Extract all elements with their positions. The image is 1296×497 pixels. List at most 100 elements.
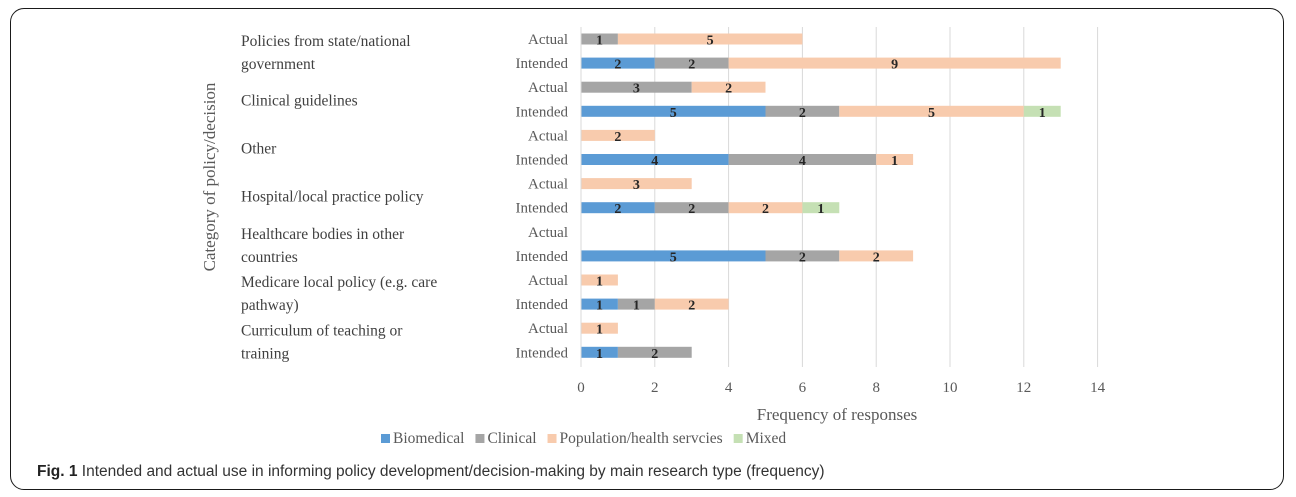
- bar-label-healthcare-bodies-in-other-countries-intended: Intended: [516, 249, 569, 265]
- data-label-curriculum-of-teaching-or-training-intended-clinical: 2: [651, 347, 658, 362]
- bar-medicare-local-policy-e-g-care-pathway-intended-population-health-servcies: [654, 298, 729, 310]
- legend-swatch-clinical: [475, 434, 485, 443]
- bar-medicare-local-policy-e-g-care-pathway-intended-biomedical: [581, 298, 618, 310]
- data-label-clinical-guidelines-intended-population-health-servcies: 5: [928, 106, 935, 121]
- x-tick-label-2: 2: [651, 380, 659, 396]
- data-label-policies-from-state-national-government-intended-biomedical: 2: [614, 58, 621, 73]
- legend-label-clinical: Clinical: [487, 430, 536, 447]
- data-label-other-intended-clinical: 4: [799, 154, 806, 169]
- bar-policies-from-state-national-government-intended-population-health-servcies: [728, 57, 1061, 69]
- bar-policies-from-state-national-government-intended-clinical: [654, 57, 729, 69]
- bar-other-intended-clinical: [728, 154, 877, 165]
- legend-swatch-mixed: [733, 434, 743, 443]
- legend-label-mixed: Mixed: [746, 430, 787, 447]
- y-axis-title: Category of policy/decision: [200, 82, 219, 271]
- figure-caption: Fig. 1 Intended and actual use in inform…: [37, 463, 824, 481]
- bar-clinical-guidelines-intended-biomedical: [581, 105, 766, 117]
- bar-clinical-guidelines-intended-mixed: [1023, 105, 1061, 117]
- x-tick-label-12: 12: [1016, 380, 1031, 396]
- data-label-other-actual-population-health-servcies: 2: [614, 130, 621, 145]
- bar-label-healthcare-bodies-in-other-countries-actual: Actual: [528, 225, 568, 241]
- data-label-medicare-local-policy-e-g-care-pathway-intended-population-health-servcies: 2: [688, 299, 695, 314]
- bar-label-clinical-guidelines-intended: Intended: [516, 104, 569, 120]
- legend-label-biomedical: Biomedical: [393, 430, 464, 447]
- category-label-medicare-local-policy-e-g-care-pathway-line-1: Medicare local policy (e.g. care: [241, 274, 437, 291]
- bar-label-policies-from-state-national-government-actual: Actual: [528, 32, 568, 48]
- bar-label-clinical-guidelines-actual: Actual: [528, 80, 568, 96]
- data-label-policies-from-state-national-government-intended-clinical: 2: [688, 58, 695, 73]
- bar-policies-from-state-national-government-actual-clinical: [581, 33, 618, 45]
- data-label-policies-from-state-national-government-actual-clinical: 1: [596, 34, 603, 49]
- bar-label-medicare-local-policy-e-g-care-pathway-actual: Actual: [528, 273, 568, 289]
- bar-other-actual-population-health-servcies: [581, 129, 655, 141]
- bar-clinical-guidelines-intended-population-health-servcies: [839, 105, 1024, 117]
- data-label-medicare-local-policy-e-g-care-pathway-actual-population-health-servcies: 1: [596, 275, 603, 290]
- data-label-hospital-local-practice-policy-intended-biomedical: 2: [614, 202, 621, 217]
- bar-healthcare-bodies-in-other-countries-intended-clinical: [765, 250, 840, 262]
- bar-healthcare-bodies-in-other-countries-intended-biomedical: [581, 250, 766, 262]
- category-label-curriculum-of-teaching-or-training-line-2: training: [241, 345, 289, 362]
- data-label-hospital-local-practice-policy-intended-population-health-servcies: 2: [762, 202, 769, 217]
- bar-medicare-local-policy-e-g-care-pathway-intended-clinical: [617, 298, 655, 310]
- data-label-clinical-guidelines-actual-population-health-servcies: 2: [725, 82, 732, 97]
- bar-hospital-local-practice-policy-intended-clinical: [654, 202, 729, 214]
- data-label-curriculum-of-teaching-or-training-intended-biomedical: 1: [596, 347, 603, 362]
- bar-hospital-local-practice-policy-actual-population-health-servcies: [581, 178, 692, 190]
- legend-swatch-biomedical: [381, 434, 390, 443]
- data-label-policies-from-state-national-government-actual-population-health-servcies: 5: [707, 34, 714, 49]
- data-label-policies-from-state-national-government-intended-population-health-servcies: 9: [891, 58, 898, 73]
- x-tick-label-0: 0: [577, 380, 585, 396]
- bar-curriculum-of-teaching-or-training-intended-clinical: [617, 346, 692, 358]
- data-label-hospital-local-practice-policy-actual-population-health-servcies: 3: [633, 178, 640, 193]
- data-label-clinical-guidelines-actual-clinical: 3: [633, 82, 640, 97]
- data-label-other-intended-population-health-servcies: 1: [891, 154, 898, 169]
- bar-other-intended-biomedical: [581, 154, 729, 165]
- bar-label-medicare-local-policy-e-g-care-pathway-intended: Intended: [516, 297, 569, 313]
- data-label-healthcare-bodies-in-other-countries-intended-biomedical: 5: [670, 250, 677, 265]
- bar-label-hospital-local-practice-policy-intended: Intended: [516, 201, 569, 217]
- bar-hospital-local-practice-policy-intended-population-health-servcies: [728, 202, 803, 214]
- bar-label-curriculum-of-teaching-or-training-intended: Intended: [516, 345, 569, 361]
- data-label-clinical-guidelines-intended-clinical: 2: [799, 106, 806, 121]
- data-label-clinical-guidelines-intended-mixed: 1: [1039, 106, 1046, 121]
- data-label-hospital-local-practice-policy-intended-mixed: 1: [817, 202, 824, 217]
- legend-label-population-health-servcies: Population/health servcies: [560, 430, 723, 447]
- x-tick-label-6: 6: [799, 380, 807, 396]
- bar-clinical-guidelines-intended-clinical: [765, 105, 840, 117]
- bar-healthcare-bodies-in-other-countries-intended-population-health-servcies: [839, 250, 914, 262]
- data-label-medicare-local-policy-e-g-care-pathway-intended-biomedical: 1: [596, 299, 603, 314]
- caption-text: Intended and actual use in informing pol…: [81, 463, 825, 480]
- category-label-healthcare-bodies-in-other-countries-line-1: Healthcare bodies in other: [241, 226, 405, 243]
- category-label-curriculum-of-teaching-or-training-line-1: Curriculum of teaching or: [241, 322, 403, 339]
- bar-other-intended-population-health-servcies: [876, 154, 914, 165]
- bar-policies-from-state-national-government-actual-population-health-servcies: [617, 33, 803, 45]
- bar-hospital-local-practice-policy-intended-mixed: [802, 202, 840, 214]
- bar-label-hospital-local-practice-policy-actual: Actual: [528, 177, 568, 193]
- x-axis-title: Frequency of responses: [757, 405, 918, 424]
- bar-curriculum-of-teaching-or-training-intended-biomedical: [581, 346, 618, 358]
- bar-curriculum-of-teaching-or-training-actual-population-health-servcies: [581, 322, 618, 334]
- bar-medicare-local-policy-e-g-care-pathway-actual-population-health-servcies: [581, 274, 618, 286]
- data-label-hospital-local-practice-policy-intended-clinical: 2: [688, 202, 695, 217]
- caption-label: Fig. 1: [37, 463, 78, 480]
- data-label-healthcare-bodies-in-other-countries-intended-population-health-servcies: 2: [873, 250, 880, 265]
- bar-clinical-guidelines-actual-clinical: [581, 81, 692, 93]
- x-tick-label-8: 8: [872, 380, 880, 396]
- data-label-other-intended-biomedical: 4: [651, 154, 658, 169]
- category-label-other-line-1: Other: [241, 140, 277, 157]
- bar-label-other-actual: Actual: [528, 128, 568, 144]
- category-label-hospital-local-practice-policy-line-1: Hospital/local practice policy: [241, 189, 424, 206]
- bar-hospital-local-practice-policy-intended-biomedical: [581, 202, 655, 214]
- category-label-clinical-guidelines-line-1: Clinical guidelines: [241, 92, 358, 109]
- x-tick-label-10: 10: [943, 380, 958, 396]
- bar-policies-from-state-national-government-intended-biomedical: [581, 57, 655, 69]
- figure-frame: 0 2 4 6 8 10 12 14 Frequency of responses Categor…: [10, 8, 1284, 490]
- data-label-clinical-guidelines-intended-biomedical: 5: [670, 106, 677, 121]
- category-label-policies-from-state-national-government-line-1: Policies from state/national: [241, 33, 411, 50]
- x-tick-label-4: 4: [725, 380, 733, 396]
- category-label-policies-from-state-national-government-line-2: government: [241, 56, 316, 73]
- data-label-curriculum-of-teaching-or-training-actual-population-health-servcies: 1: [596, 323, 603, 338]
- category-label-medicare-local-policy-e-g-care-pathway-line-2: pathway): [241, 297, 299, 314]
- category-label-healthcare-bodies-in-other-countries-line-2: countries: [241, 249, 298, 266]
